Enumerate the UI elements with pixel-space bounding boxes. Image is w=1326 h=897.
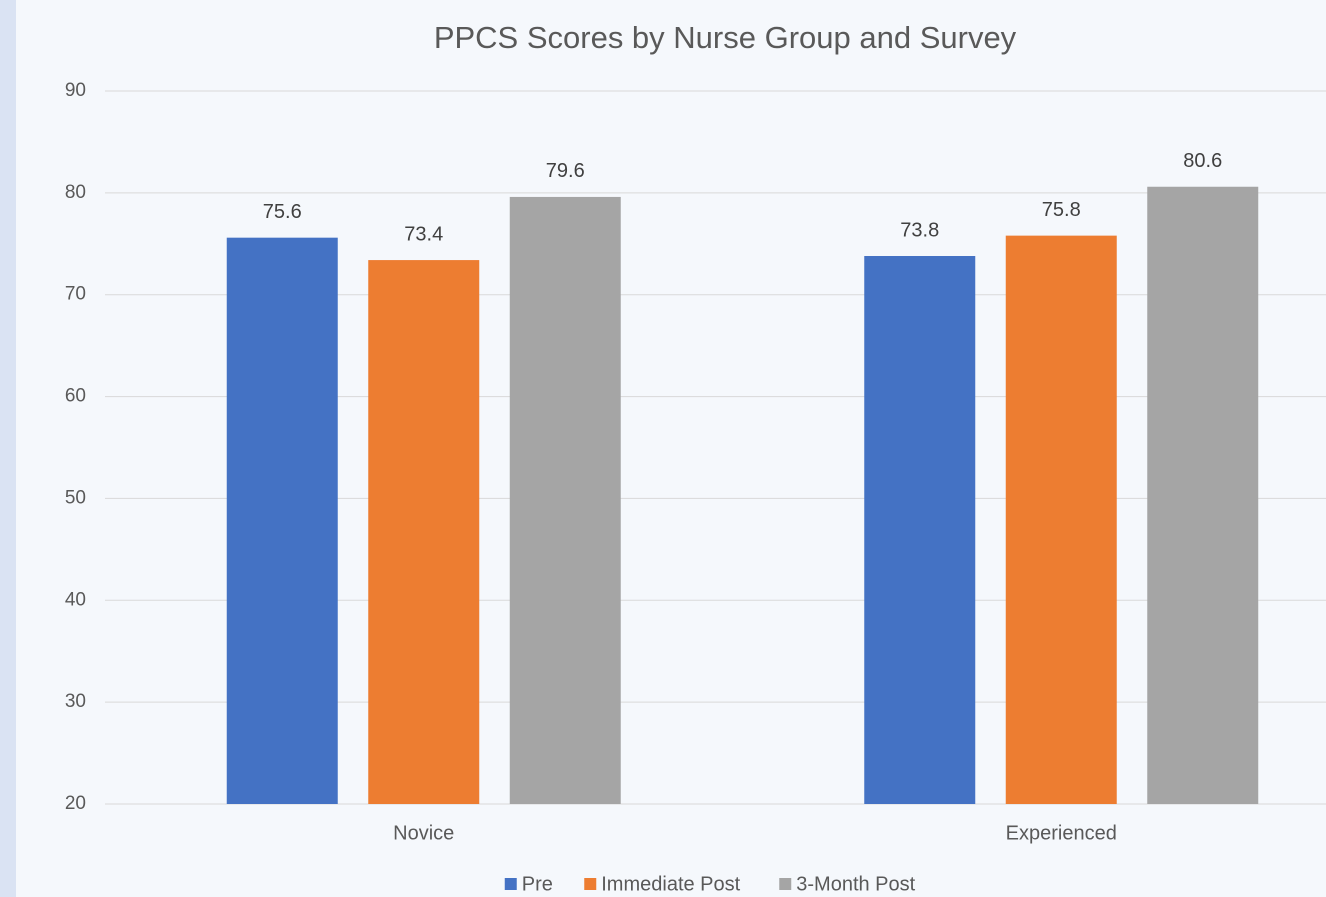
legend-swatch bbox=[504, 878, 517, 890]
data-label: 75.8 bbox=[1042, 199, 1081, 221]
legend-label: 3-Month Post bbox=[796, 873, 915, 895]
data-label: 80.6 bbox=[1183, 150, 1222, 172]
legend-label: Pre bbox=[522, 873, 553, 895]
y-tick-label: 60 bbox=[65, 386, 86, 407]
y-tick-label: 80 bbox=[65, 182, 86, 203]
side-strip bbox=[0, 0, 16, 897]
bar bbox=[864, 256, 976, 805]
data-label: 79.6 bbox=[546, 160, 585, 182]
legend-swatch bbox=[779, 878, 792, 890]
data-label: 73.8 bbox=[900, 219, 939, 241]
bar bbox=[368, 260, 480, 804]
bar bbox=[226, 237, 338, 804]
bar bbox=[1147, 186, 1259, 804]
y-tick-label: 50 bbox=[65, 487, 86, 508]
legend-label: Immediate Post bbox=[601, 873, 740, 895]
x-tick-label: Novice bbox=[393, 822, 454, 844]
bar bbox=[1005, 235, 1117, 804]
y-tick-label: 30 bbox=[65, 691, 86, 712]
y-tick-label: 70 bbox=[65, 284, 86, 305]
y-tick-label: 90 bbox=[65, 80, 86, 101]
bar bbox=[509, 196, 621, 805]
legend-swatch bbox=[584, 878, 597, 890]
x-tick-label: Experienced bbox=[1006, 822, 1117, 844]
y-tick-label: 20 bbox=[65, 793, 86, 814]
chart-title: PPCS Scores by Nurse Group and Survey bbox=[434, 20, 1017, 55]
data-label: 73.4 bbox=[404, 223, 443, 245]
data-label: 75.6 bbox=[263, 201, 302, 223]
y-tick-label: 40 bbox=[65, 589, 86, 610]
